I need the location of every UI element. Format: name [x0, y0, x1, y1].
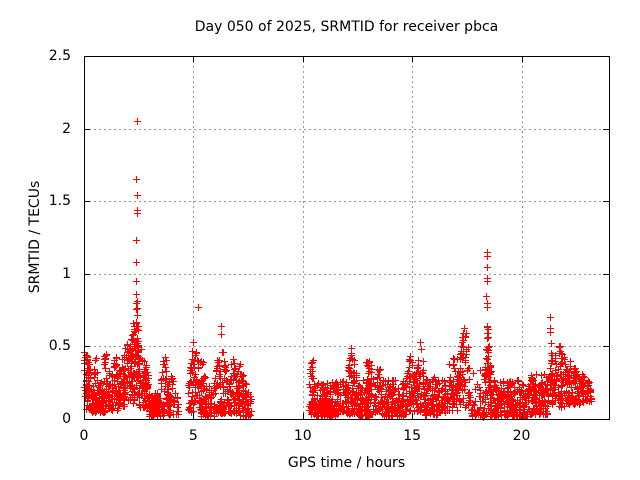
data-points	[81, 118, 595, 421]
y-tick-label: 0.5	[48, 338, 71, 355]
y-tick-label: 1.5	[48, 193, 71, 210]
x-axis-title: GPS time / hours	[287, 455, 406, 471]
y-tick-label: 2.5	[48, 48, 71, 64]
x-tick-label: 5	[188, 428, 198, 444]
x-tick-label: 15	[403, 428, 422, 444]
x-tick-label: 0	[79, 428, 89, 444]
grid-lines	[84, 56, 609, 419]
y-tick-label: 0	[62, 411, 71, 427]
x-tick-label: 10	[293, 428, 312, 444]
y-tick-label: 1	[62, 265, 71, 282]
chart-title: Day 050 of 2025, SRMTID for receiver pbc…	[194, 19, 499, 35]
y-tick-label: 2	[62, 120, 71, 137]
x-tick-label: 20	[512, 428, 531, 444]
plot-border	[84, 56, 610, 420]
